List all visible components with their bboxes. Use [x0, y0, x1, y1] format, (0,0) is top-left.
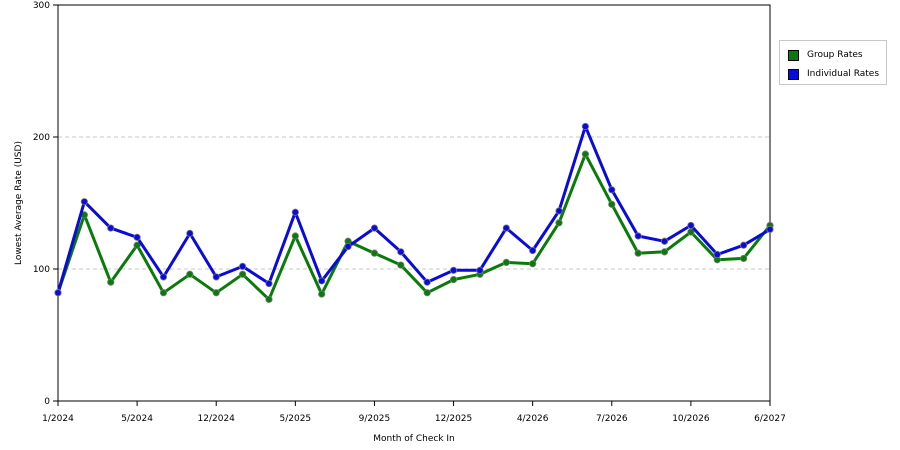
x-tick-label: 5/2024: [121, 414, 153, 424]
data-point-individual-rates: [502, 224, 510, 232]
data-point-group-rates: [423, 289, 431, 297]
data-point-individual-rates: [318, 277, 326, 285]
data-point-group-rates: [397, 261, 405, 269]
data-point-individual-rates: [107, 224, 115, 232]
data-point-individual-rates: [634, 232, 642, 240]
data-point-individual-rates: [449, 266, 458, 274]
data-point-group-rates: [529, 260, 537, 268]
data-point-group-rates: [555, 219, 563, 227]
data-point-group-rates: [740, 254, 748, 263]
data-point-individual-rates: [766, 225, 774, 233]
data-point-individual-rates: [581, 122, 590, 131]
legend-swatch-group: [788, 49, 799, 61]
y-axis-title: Lowest Average Rate (USD): [14, 141, 24, 265]
x-tick-label: 12/2024: [198, 414, 236, 424]
y-axis-ticks: 0 100 200 300: [33, 1, 58, 407]
legend-swatch-individual: [788, 68, 799, 80]
data-point-individual-rates: [370, 224, 379, 232]
data-point-individual-rates: [555, 207, 563, 215]
data-point-group-rates: [186, 270, 194, 278]
series-line-group-rates: [56, 152, 772, 301]
data-point-group-rates: [449, 275, 458, 284]
y-tick-label: 100: [33, 265, 50, 275]
series-line-individual-rates: [56, 124, 771, 294]
data-point-individual-rates: [265, 279, 273, 288]
data-point-group-rates: [238, 270, 247, 278]
x-axis-title: Month of Check In: [373, 434, 455, 444]
axes: [57, 4, 771, 402]
legend-item-group: Group Rates: [788, 48, 863, 62]
data-point-group-rates: [608, 200, 616, 208]
data-point-group-rates: [660, 248, 669, 256]
data-point-individual-rates: [687, 221, 695, 230]
x-tick-label: 10/2026: [672, 414, 710, 424]
plot-frame: [57, 4, 771, 402]
data-point-individual-rates: [713, 250, 721, 259]
data-point-group-rates: [265, 295, 273, 303]
data-point-individual-rates: [344, 242, 352, 251]
data-point-individual-rates: [238, 262, 247, 270]
x-tick-label: 4/2026: [517, 414, 549, 424]
legend: Group Rates Individual Rates: [779, 40, 887, 85]
data-point-individual-rates: [291, 208, 299, 216]
x-tick-label: 7/2026: [596, 414, 628, 424]
data-point-individual-rates: [80, 198, 88, 206]
x-tick-label: 9/2025: [359, 414, 391, 424]
series-layer: [54, 122, 774, 303]
data-point-individual-rates: [740, 241, 748, 249]
data-point-individual-rates: [54, 289, 62, 297]
data-point-group-rates: [502, 258, 510, 266]
legend-item-individual: Individual Rates: [788, 67, 879, 81]
x-axis-ticks: 1/2024 5/2024 12/2024 5/2025 9/2025 12/2025 4/…: [42, 401, 786, 424]
x-tick-label: 12/2025: [435, 414, 472, 424]
data-point-individual-rates: [397, 248, 405, 256]
x-tick-label: 6/2027: [754, 414, 786, 424]
data-point-group-rates: [159, 289, 168, 297]
data-point-group-rates: [107, 278, 115, 286]
data-point-group-rates: [291, 232, 299, 240]
data-point-group-rates: [133, 241, 141, 249]
data-point-individual-rates: [186, 229, 194, 237]
data-point-individual-rates: [529, 246, 537, 255]
data-point-individual-rates: [159, 273, 168, 281]
x-tick-label: 1/2024: [42, 414, 74, 424]
data-point-individual-rates: [608, 186, 616, 194]
data-point-group-rates: [370, 249, 379, 257]
data-point-individual-rates: [212, 273, 220, 281]
data-point-individual-rates: [133, 233, 141, 241]
data-point-group-rates: [634, 249, 642, 257]
data-point-group-rates: [581, 150, 590, 158]
data-point-group-rates: [212, 289, 220, 297]
y-tick-label: 200: [33, 133, 50, 143]
legend-label-group: Group Rates: [807, 50, 863, 60]
y-tick-label: 300: [33, 1, 50, 11]
data-point-individual-rates: [660, 237, 669, 245]
data-point-individual-rates: [476, 266, 484, 274]
legend-label-individual: Individual Rates: [807, 69, 880, 79]
data-point-individual-rates: [423, 278, 431, 286]
y-tick-label: 0: [44, 397, 50, 407]
data-point-group-rates: [318, 290, 326, 298]
x-tick-label: 5/2025: [279, 414, 311, 424]
